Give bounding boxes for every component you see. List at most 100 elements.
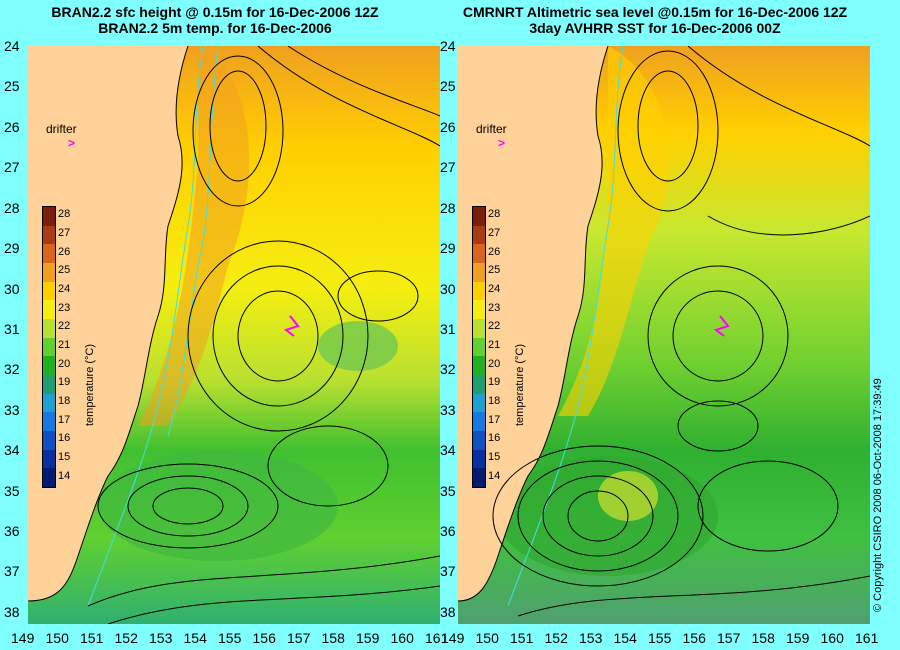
colorbar-swatch (473, 449, 485, 469)
colorbar-tick-label: 25 (58, 264, 71, 277)
bathymetry-contour (87, 46, 204, 607)
colorbar-swatch (43, 318, 55, 338)
bathymetry-contour (507, 46, 624, 607)
colorbar-swatch (43, 468, 55, 487)
colorbar-swatch (43, 393, 55, 413)
right-map-panel: drifter > temperature (°C) 28 27 26 25 24 23 2… (458, 46, 870, 624)
latitude-tick-label: 36 (4, 523, 20, 540)
colorbar-swatch (473, 300, 485, 319)
colorbar-tick-label: 17 (488, 413, 501, 426)
longitude-tick-label: 153 (149, 630, 173, 646)
right-title-line1: CMRNRT Altimetric sea level @0.15m for 1… (462, 4, 848, 20)
longitude-tick-label: 158 (321, 630, 345, 646)
colorbar-swatch (473, 374, 485, 394)
colorbar-swatch (473, 468, 485, 487)
colorbar-swatch (473, 337, 485, 357)
drifter-label: drifter (476, 122, 507, 136)
colorbar-tick-label: 24 (58, 283, 71, 295)
latitude-tick-label: 26 (4, 118, 20, 135)
colorbar-swatch (43, 430, 55, 450)
sea-level-contours (87, 46, 440, 624)
colorbar-swatch (473, 318, 485, 338)
cool-eddy (98, 451, 338, 561)
latitude-tick-label: 31 (4, 320, 20, 337)
colorbar (42, 206, 56, 488)
colorbar-tick-label: 22 (58, 320, 71, 333)
colorbar-tick-label: 20 (488, 357, 501, 370)
latitude-tick-label: 34 (440, 442, 456, 459)
drifter-label: drifter (46, 122, 77, 136)
colorbar-tick-label: 22 (488, 320, 501, 333)
land-mass (28, 46, 188, 601)
colorbar-swatch (473, 356, 485, 375)
right-title-line2: 3day AVHRR SST for 16-Dec-2006 00Z (529, 20, 781, 36)
colorbar-swatch (473, 393, 485, 413)
colorbar-tick-label: 21 (488, 339, 501, 351)
longitude-tick-label: 157 (717, 630, 741, 646)
colorbar-swatch (473, 430, 485, 450)
colorbar-tick-label: 27 (58, 227, 71, 239)
colorbar-swatch (43, 374, 55, 394)
colorbar-tick-label: 16 (488, 432, 501, 445)
right-panel-title: CMRNRT Altimetric sea level @0.15m for 1… (440, 4, 870, 36)
colorbar-tick-label: 23 (58, 301, 71, 314)
longitude-tick-label: 151 (510, 630, 534, 646)
colorbar-tick-label: 14 (58, 469, 71, 482)
coastline (28, 46, 189, 602)
colorbar-swatch (43, 337, 55, 357)
latitude-tick-label: 26 (440, 118, 456, 135)
latitude-tick-label: 33 (4, 401, 20, 418)
latitude-tick-label: 27 (440, 159, 456, 176)
colorbar-swatch (473, 207, 485, 226)
colorbar-tick-label: 15 (488, 451, 501, 463)
colorbar-swatch (473, 412, 485, 431)
latitude-tick-label: 29 (440, 240, 456, 257)
colorbar-tick-label: 27 (488, 227, 501, 239)
cool-patch (318, 321, 398, 371)
right-map-svg (458, 46, 870, 624)
latitude-tick-label: 29 (4, 240, 20, 257)
colorbar-swatch (43, 449, 55, 469)
colorbar-tick-label: 19 (488, 376, 501, 389)
latitude-tick-label: 27 (4, 159, 20, 176)
longitude-tick-label: 158 (751, 630, 775, 646)
drifter-track (283, 315, 300, 337)
cool-eddy (498, 456, 718, 576)
latitude-tick-label: 30 (440, 280, 456, 297)
colorbar (472, 206, 486, 488)
latitude-tick-label: 28 (4, 199, 20, 216)
colorbar-tick-label: 18 (488, 395, 501, 407)
longitude-tick-label: 155 (648, 630, 672, 646)
longitude-tick-label: 154 (613, 630, 637, 646)
longitude-tick-label: 161 (855, 630, 879, 646)
latitude-tick-label: 34 (4, 442, 20, 459)
longitude-tick-label: 151 (80, 630, 104, 646)
colorbar-swatch (43, 262, 55, 282)
latitude-tick-label: 32 (440, 361, 456, 378)
left-map-svg (28, 46, 440, 624)
drifter-marker-icon: > (68, 136, 76, 150)
colorbar-tick-label: 17 (58, 413, 71, 426)
sea-level-contours (492, 46, 870, 617)
drifter-track (713, 315, 730, 337)
colorbar-tick-label: 26 (58, 245, 71, 258)
longitude-tick-label: 150 (45, 630, 69, 646)
longitude-tick-label: 159 (356, 630, 380, 646)
longitude-tick-label: 149 (11, 630, 35, 646)
left-panel-title: BRAN2.2 sfc height @ 0.15m for 16-Dec-20… (0, 4, 430, 36)
latitude-tick-label: 28 (440, 199, 456, 216)
longitude-tick-label: 160 (820, 630, 844, 646)
colorbar-tick-label: 20 (58, 357, 71, 370)
left-title-line2: BRAN2.2 5m temp. for 16-Dec-2006 (98, 20, 332, 36)
colorbar-swatch (43, 300, 55, 319)
colorbar-swatch (43, 412, 55, 431)
colorbar-swatch (473, 244, 485, 263)
longitude-tick-label: 161 (425, 630, 449, 646)
latitude-tick-label: 24 (4, 38, 20, 54)
colorbar-tick-label: 28 (58, 208, 71, 221)
longitude-tick-label: 160 (390, 630, 414, 646)
left-map-panel: drifter > temperature (°C) 28 27 26 25 24 23 2… (28, 46, 440, 624)
latitude-tick-label: 35 (440, 482, 456, 499)
warm-patch (598, 471, 658, 521)
colorbar-tick-label: 16 (58, 432, 71, 445)
